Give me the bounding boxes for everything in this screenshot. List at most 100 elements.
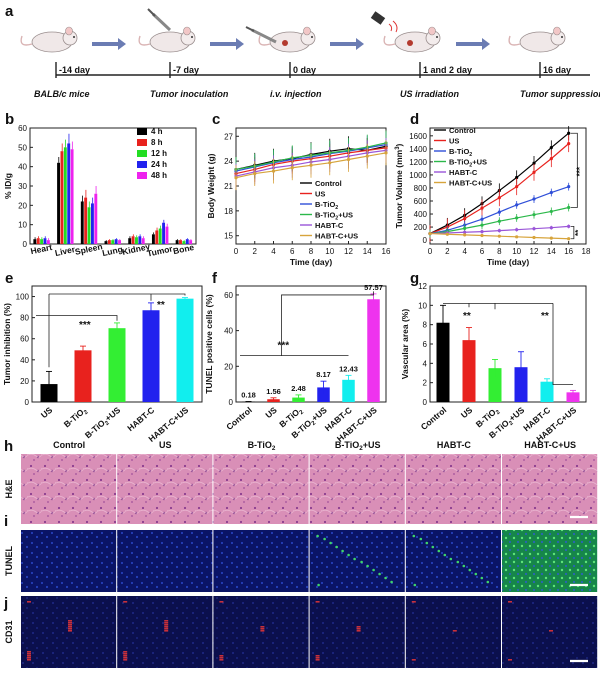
tunel-positive-cell: [456, 560, 460, 564]
plot-frame: [235, 285, 387, 403]
y-tick-label: 15: [224, 232, 233, 241]
bar: [317, 387, 330, 402]
y-tick-label: 400: [414, 210, 428, 219]
micrograph-tile: [21, 596, 117, 668]
column-header: B-TiO2+US: [335, 440, 381, 452]
x-tick-label: 10: [512, 247, 521, 256]
cd31-vessel: [508, 601, 512, 603]
bar: [87, 207, 91, 244]
bar: [40, 239, 44, 244]
x-tick-label: Heart: [30, 242, 54, 256]
micrograph-tile: [213, 596, 309, 668]
y-tick-label: 1600: [409, 132, 427, 141]
x-tick-label: 0: [234, 247, 239, 256]
cd31-vessel: [315, 655, 320, 657]
y-tick-label: 10: [18, 221, 27, 230]
data-point: [567, 237, 571, 241]
cd31-vessel: [27, 653, 31, 655]
bar: [342, 379, 355, 402]
cd31-vessel: [123, 601, 128, 603]
micrograph-grid: h i j Control US B-TiO2 B-TiO2+US HABT-C HABT-C+…: [3, 438, 598, 668]
y-tick-label: 60: [18, 124, 27, 133]
cd31-vessel: [164, 622, 169, 624]
panel-label-j: j: [3, 595, 8, 612]
cd31-vessel: [356, 626, 361, 628]
x-tick-label: B-TiO2+US: [83, 405, 124, 442]
bar: [80, 201, 84, 244]
bar: [155, 230, 159, 244]
y-tick-label: 1200: [409, 158, 427, 167]
tunel-positive-cell: [317, 583, 320, 587]
legend-label: Control: [449, 126, 476, 135]
legend-label: B-TiO2+US: [315, 211, 353, 222]
x-tick-label: Control: [419, 405, 449, 432]
legend-label: B-TiO2: [449, 147, 472, 158]
bar: [131, 236, 135, 244]
tunel-positive-cell: [341, 549, 344, 553]
bar: [74, 350, 92, 402]
bar: [114, 239, 118, 244]
bar: [46, 240, 50, 244]
bar: [70, 149, 74, 244]
bar: [118, 240, 121, 244]
data-point: [346, 157, 351, 162]
data-point: [567, 224, 571, 229]
y-tick-label: 60: [20, 335, 29, 344]
significance-bracket: [570, 132, 578, 208]
bar: [128, 238, 132, 244]
cd31-vessel: [315, 659, 320, 661]
cd31-vessel: [164, 630, 169, 632]
cd31-vessel: [219, 601, 224, 603]
bar: [36, 238, 40, 244]
micrograph-tile: [309, 596, 405, 668]
legend-label: HABT-C: [449, 168, 478, 177]
x-tick-label: 6: [290, 247, 295, 256]
x-axis-label: Time (day): [290, 257, 333, 267]
tunel-positive-cell: [462, 564, 466, 568]
panel-label-h: h: [4, 438, 13, 455]
y-tick-label: 800: [414, 184, 428, 193]
significance-label: **: [157, 300, 165, 311]
bar: [185, 239, 189, 244]
cd31-vessel: [315, 657, 320, 659]
bar: [540, 381, 554, 402]
column-header: HABT-C: [437, 440, 471, 450]
timeline-axis: -14 day BALB/c mice -7 day Tumor inoculatio…: [34, 62, 600, 99]
micrograph-tile: [309, 454, 405, 524]
y-tick-label: 40: [18, 163, 27, 172]
bar: [165, 226, 169, 244]
bar: [60, 151, 64, 244]
cd31-vessel: [549, 630, 553, 632]
cd31-vessel: [68, 624, 72, 626]
plot-frame: [29, 127, 197, 245]
timeline-step-label: US irradiation: [400, 89, 460, 99]
timeline-day-label: 0 day: [293, 65, 316, 75]
panel-label-e: e: [5, 270, 13, 287]
bar: [162, 222, 166, 244]
panel-label-b: b: [5, 111, 14, 128]
mouse-illustration: [20, 26, 566, 53]
legend-label: 12 h: [151, 149, 167, 158]
y-tick-label: 0: [423, 398, 428, 407]
cd31-vessel: [68, 628, 72, 630]
micrograph-tile: [117, 454, 213, 524]
y-axis-label: Vascular area (%): [400, 309, 410, 380]
micrograph-tile: [21, 530, 117, 592]
legend-swatch: [137, 150, 147, 157]
tunel-positive-cell: [353, 557, 356, 561]
cd31-vessel: [452, 630, 457, 632]
bar: [566, 392, 580, 402]
data-point: [549, 226, 553, 230]
y-axis-label: TUNEL positive cells (%): [204, 294, 214, 394]
micrograph-tile: [117, 530, 213, 592]
micrograph-tile: [405, 454, 501, 524]
y-tick-label: 20: [18, 201, 27, 210]
x-tick-label: 4: [271, 247, 276, 256]
y-axis-label: Tumor inhibition (%): [2, 303, 12, 385]
bar: [182, 241, 186, 244]
data-point: [515, 185, 519, 189]
y-tick-label: 10: [418, 301, 427, 310]
bar: [67, 143, 71, 244]
